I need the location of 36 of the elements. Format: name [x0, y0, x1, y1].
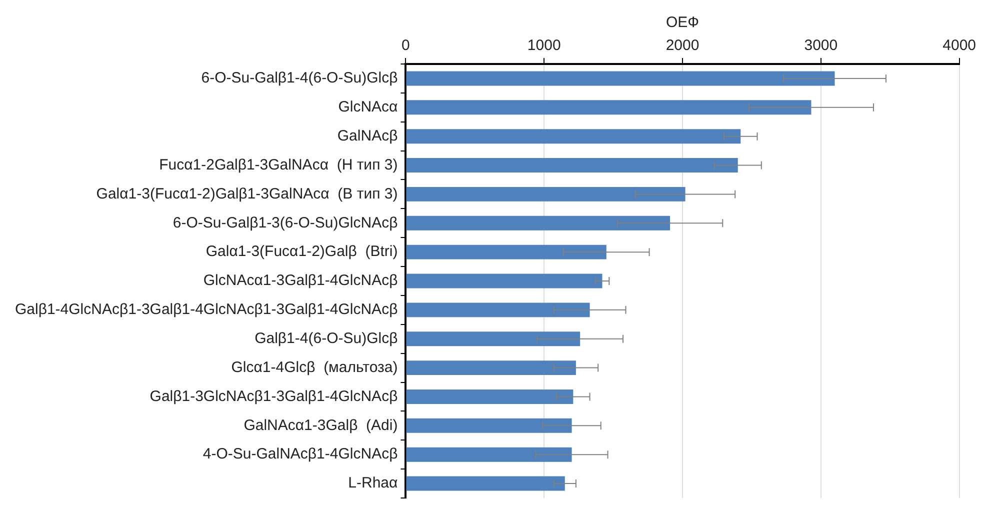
y-tick-label: L-Rhaα	[348, 474, 398, 492]
y-tick-label: Fucα1-2Galβ1-3GalNAcα (H тип 3)	[159, 156, 398, 174]
y-tick-label: GlcNAcα1-3Galβ1-4GlcNAcβ	[203, 272, 398, 290]
bar	[406, 71, 835, 86]
bar	[406, 100, 812, 115]
bar	[406, 244, 606, 260]
y-tick-label: GalNAcα1-3Galβ (Adi)	[244, 416, 398, 434]
bar	[406, 418, 572, 433]
bar	[406, 274, 602, 288]
y-tick-label: Galβ1-4(6-O-Su)Glcβ	[254, 330, 398, 348]
x-tick-label: 1000	[527, 37, 561, 54]
x-tick-label: 2000	[666, 37, 700, 54]
bar	[406, 129, 741, 144]
bar	[406, 476, 565, 491]
x-tick-label: 3000	[804, 37, 838, 54]
bar	[406, 332, 580, 346]
x-tick-label: 0	[402, 37, 410, 54]
y-tick-label: Galβ1-4GlcNAcβ1-3Galβ1-4GlcNAcβ1-3Galβ1-4GlcNAcβ	[14, 301, 398, 318]
y-tick-label: Galα1-3(Fucα1-2)Galβ (Btri)	[206, 243, 398, 260]
y-tick-label: 6-O-Su-Galβ1-4(6-O-Su)Glcβ	[201, 70, 398, 87]
y-tick-label: Glcα1-4Glcβ (мальтоза)	[231, 358, 398, 376]
y-tick-label: 6-O-Su-Galβ1-3(6-O-Su)GlcNAcβ	[172, 214, 398, 232]
bar	[406, 216, 670, 230]
bar	[406, 302, 590, 318]
bar	[406, 158, 738, 172]
y-tick-label: 4-O-Su-GalNAcβ1-4GlcNAcβ	[202, 446, 398, 463]
bar	[406, 360, 576, 376]
y-tick-label: GalNAcβ	[337, 127, 398, 144]
bar	[406, 447, 572, 462]
bar	[406, 186, 686, 202]
bar	[406, 390, 574, 404]
y-tick-label: Galβ1-3GlcNAcβ1-3Galβ1-4GlcNAcβ	[150, 388, 398, 405]
y-tick-label: Galα1-3(Fucα1-2)Galβ1-3GalNAcα (B тип 3)	[96, 185, 398, 202]
x-axis-title: ОЕФ	[666, 14, 700, 32]
y-tick-label: GlcNAcα	[338, 98, 398, 116]
x-tick-label: 4000	[942, 37, 976, 54]
